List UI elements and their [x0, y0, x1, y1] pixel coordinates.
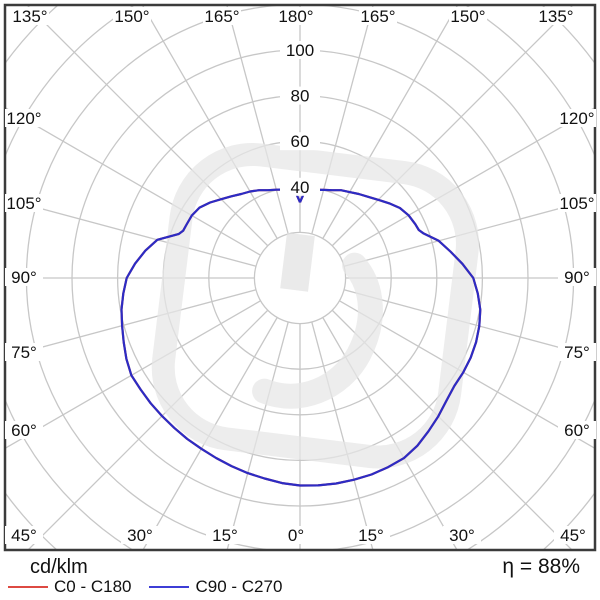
ring-label-chip — [280, 132, 320, 151]
angle-label-chip — [277, 7, 315, 25]
ring-tick-label: 80 — [291, 87, 310, 106]
ring-label-chip — [280, 177, 320, 196]
angle-label-chip — [558, 109, 596, 127]
angle-tick-label: 0° — [288, 526, 304, 545]
grid-spoke — [343, 289, 595, 358]
angle-label-chip — [558, 343, 596, 361]
grid-spoke — [5, 106, 261, 256]
angle-label-chip — [121, 526, 159, 544]
angle-tick-label: 90° — [564, 268, 590, 287]
angle-label-chip — [5, 109, 43, 127]
angle-tick-label: 90° — [11, 268, 37, 287]
angle-label-chip — [359, 7, 397, 25]
angle-tick-label: 30° — [127, 526, 153, 545]
ring-label-chip — [280, 41, 320, 59]
units-label: cd/klm — [30, 556, 88, 578]
angle-label-chip — [558, 421, 596, 439]
legend-line-blue-icon — [149, 586, 190, 588]
grid-spoke — [141, 5, 278, 239]
curve-C90-C270 — [120, 188, 482, 487]
angle-tick-label: 60° — [564, 421, 590, 440]
angle-label-chip — [5, 421, 43, 439]
grid-spoke — [339, 300, 595, 450]
legend-item-c90-c270: C90 - C270 — [149, 577, 282, 597]
angle-tick-label: 15° — [212, 526, 238, 545]
angle-label-chip — [11, 7, 49, 25]
efficiency-label: η = 88% — [502, 555, 580, 578]
watermark-bar — [280, 232, 315, 292]
angle-label-chip — [203, 7, 241, 25]
angle-label-chip — [5, 268, 43, 286]
angle-tick-label: 30° — [449, 526, 475, 545]
legend-label: C0 - C180 — [54, 577, 132, 596]
legend-item-c0-c180: C0 - C180 — [8, 577, 131, 597]
angle-tick-label: 60° — [11, 421, 37, 440]
angle-label-chip — [5, 526, 43, 544]
angle-label-chip — [537, 7, 575, 25]
grid-spoke — [5, 300, 261, 450]
angle-tick-label: 75° — [11, 343, 37, 362]
angle-label-chip — [206, 526, 244, 544]
angle-label-chip — [113, 7, 151, 25]
angle-label-chip — [558, 194, 596, 212]
angle-tick-label: 135° — [12, 7, 47, 26]
angle-tick-label: 105° — [6, 194, 41, 213]
ring-tick-label: 100 — [286, 41, 314, 60]
angle-tick-label: 135° — [538, 7, 573, 26]
angle-tick-label: 150° — [114, 7, 149, 26]
watermark-hook — [252, 252, 383, 409]
angle-tick-label: 120° — [6, 109, 41, 128]
grid-spoke — [339, 106, 595, 256]
angle-label-chip — [449, 7, 487, 25]
grid-spoke — [27, 309, 269, 550]
angle-tick-label: 120° — [559, 109, 594, 128]
angle-label-chip — [352, 526, 390, 544]
legend: C0 - C180 C90 - C270 — [8, 577, 282, 597]
angle-tick-label: 45° — [11, 526, 37, 545]
angle-label-chip — [554, 526, 592, 544]
angle-tick-label: 165° — [360, 7, 395, 26]
ring-tick-label: 60 — [291, 132, 310, 151]
angle-label-chip — [443, 526, 481, 544]
angle-tick-label: 45° — [560, 526, 586, 545]
angle-tick-label: 165° — [204, 7, 239, 26]
grid-spoke — [142, 317, 278, 550]
angle-tick-label: 150° — [450, 7, 485, 26]
ring-tick-label: 40 — [291, 178, 310, 197]
legend-label: C90 - C270 — [195, 577, 283, 596]
angle-label-chip — [5, 343, 43, 361]
angle-tick-label: 15° — [358, 526, 384, 545]
grid-spoke — [343, 198, 595, 267]
grid-spoke — [5, 289, 257, 358]
watermark-logo — [151, 142, 479, 469]
grid-spoke — [26, 5, 269, 247]
angle-label-chip — [5, 194, 43, 212]
ring-label-chip — [280, 86, 320, 105]
legend-line-red-icon — [8, 586, 48, 588]
angle-tick-label: 180° — [278, 7, 313, 26]
angle-tick-label: 105° — [559, 194, 594, 213]
angle-label-chip — [558, 268, 596, 286]
grid-spoke — [331, 5, 574, 247]
watermark-frame — [151, 142, 479, 469]
grid-spoke — [331, 309, 573, 550]
angle-label-chip — [277, 526, 315, 544]
angle-tick-label: 75° — [564, 343, 590, 362]
grid-spoke — [322, 317, 458, 550]
